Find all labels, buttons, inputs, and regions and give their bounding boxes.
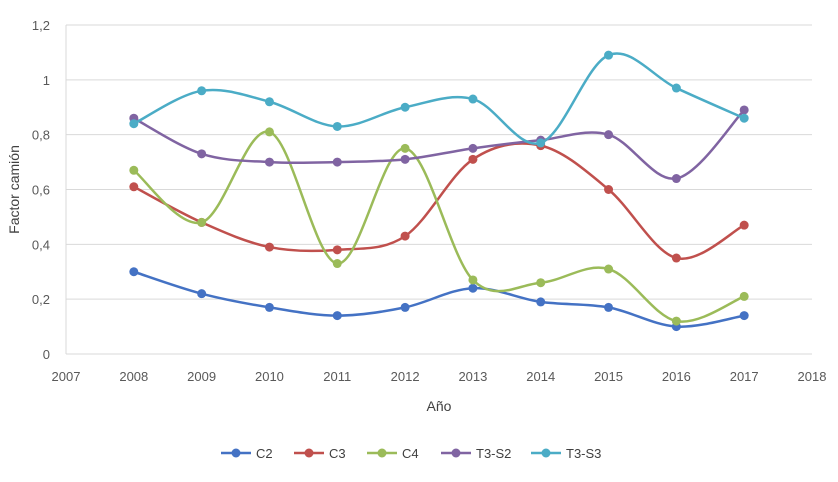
data-point-T3-S2-2011 [332,157,342,167]
legend-label: C3 [329,446,346,461]
data-point-T3-S3-2016 [671,83,681,93]
legend-marker [304,448,314,458]
data-point-T3-S2-2016 [671,174,681,184]
legend-label: T3-S3 [566,446,601,461]
data-point-C3-2011 [332,245,342,255]
y-tick-label: 0,4 [32,237,50,252]
series-lines [129,50,749,332]
data-point-C2-2008 [129,267,139,277]
data-point-C3-2015 [604,185,614,194]
data-point-C3-2008 [129,182,139,192]
series-line-C3 [133,142,745,260]
data-point-C4-2014 [536,278,546,288]
data-point-T3-S3-2008 [129,119,139,129]
data-point-T3-S2-2009 [197,149,207,159]
series-line-C4 [133,130,745,323]
data-point-C2-2014 [536,297,546,307]
data-point-T3-S2-2010 [264,157,274,167]
legend-label: C4 [402,446,419,461]
x-tick-label: 2013 [458,369,487,384]
data-point-C4-2008 [129,165,139,175]
series-line-C2 [133,270,745,328]
x-tick-label: 2014 [526,369,555,384]
legend-item-C4: C4 [367,446,419,461]
data-point-C2-2017 [739,311,749,321]
x-tick-label: 2009 [187,369,216,384]
y-tick-labels: 0 0,2 0,4 0,6 0,8 1 1,2 [32,18,50,362]
data-point-C4-2013 [468,275,478,285]
legend-marker [451,448,461,458]
x-tick-label: 2012 [391,369,420,384]
data-point-C3-2012 [400,231,410,241]
data-point-T3-S3-2010 [264,97,274,107]
data-point-C2-2011 [332,311,342,321]
y-tick-label: 1 [43,73,50,88]
data-point-T3-S3-2009 [197,86,207,96]
series-T3-S3 [129,50,749,148]
y-tick-label: 0,6 [32,183,50,198]
x-tick-label: 2008 [119,369,148,384]
data-point-T3-S2-2017 [739,105,749,115]
x-tick-label: 2010 [255,369,284,384]
y-tick-label: 0 [43,347,50,362]
data-point-C3-2016 [671,253,681,263]
data-point-T3-S3-2015 [604,50,614,60]
data-point-T3-S2-2013 [468,143,478,153]
data-point-T3-S3-2012 [400,102,410,112]
data-point-C4-2015 [604,264,614,274]
legend: C2 C3 C4 T3-S2 T3-S3 [221,446,601,461]
data-point-C4-2016 [671,316,681,326]
data-point-C4-2017 [739,291,749,301]
data-point-C2-2009 [197,289,207,299]
x-tick-label: 2018 [798,369,827,384]
data-point-C3-2013 [468,154,478,164]
series-T3-S2 [129,105,749,184]
legend-marker [541,448,551,458]
data-point-T3-S2-2012 [400,154,410,164]
x-tick-label: 2017 [730,369,759,384]
data-point-T3-S3-2011 [332,121,342,131]
data-point-T3-S3-2013 [468,94,478,104]
y-tick-label: 0,8 [32,128,50,143]
data-point-C3-2017 [739,220,749,230]
data-point-C4-2009 [197,217,207,227]
y-axis-title: Factor camión [6,145,22,234]
legend-item-C2: C2 [221,446,273,461]
x-tick-label: 2016 [662,369,691,384]
series-line-T3-S2 [133,109,746,180]
legend-item-C3: C3 [294,446,346,461]
legend-item-T3-S2: T3-S2 [441,446,511,461]
data-point-C2-2013 [468,283,478,293]
gridlines [65,24,812,355]
data-point-C2-2010 [264,302,274,312]
data-point-C2-2015 [604,302,614,312]
x-tick-label: 2015 [594,369,623,384]
legend-item-T3-S3: T3-S3 [531,446,601,461]
data-point-T3-S3-2014 [536,138,546,148]
legend-label: T3-S2 [476,446,511,461]
x-tick-labels: 2007 2008 2009 2010 2011 2012 2013 2014 2015 2016… [52,369,827,384]
data-point-T3-S3-2017 [739,113,749,123]
data-point-T3-S2-2015 [604,130,614,140]
legend-marker [377,448,387,458]
series-line-T3-S3 [133,52,745,145]
y-tick-label: 1,2 [32,18,50,33]
data-point-C4-2010 [264,127,274,137]
legend-label: C2 [256,446,273,461]
data-point-C4-2011 [332,259,342,269]
legend-marker [231,448,241,458]
data-point-C4-2012 [400,143,410,153]
x-tick-label: 2011 [323,369,351,384]
x-axis-title: Año [427,398,452,414]
x-tick-label: 2007 [52,369,81,384]
data-point-C2-2012 [400,302,410,312]
data-point-C3-2010 [264,242,274,252]
y-tick-label: 0,2 [32,292,50,307]
series-C4 [129,127,749,326]
